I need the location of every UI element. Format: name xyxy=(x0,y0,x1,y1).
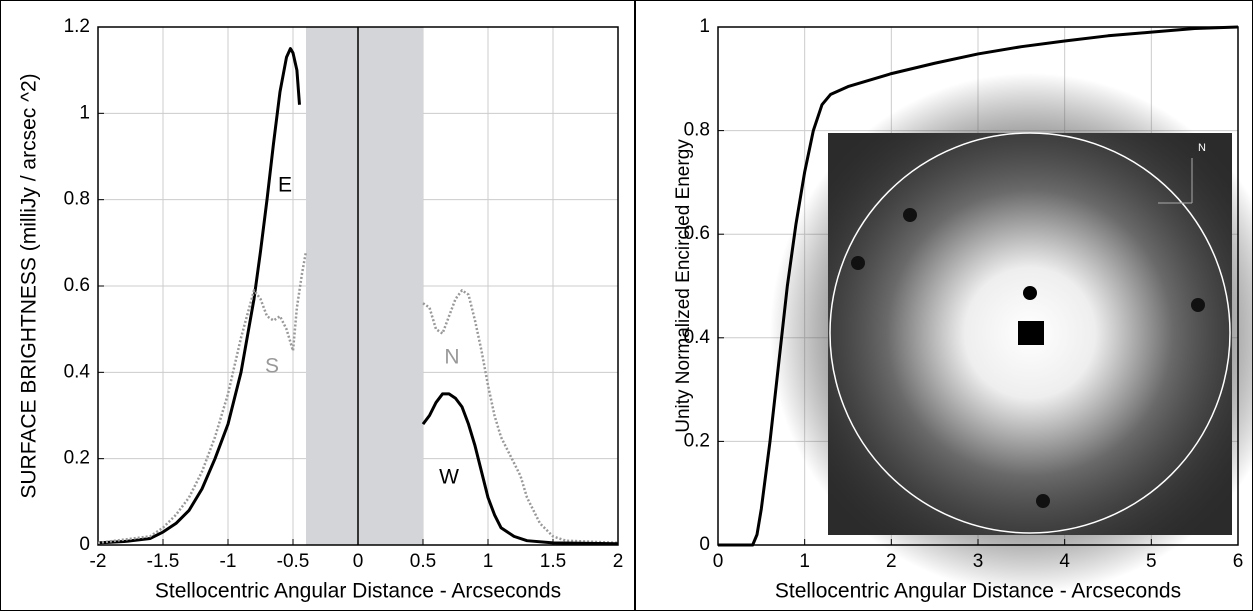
line-series xyxy=(97,47,301,545)
y-tick-label: 0 xyxy=(699,534,710,555)
series-label: E xyxy=(278,174,292,197)
x-tick-label: 3 xyxy=(973,551,984,572)
line-series xyxy=(422,289,619,545)
x-tick-label: 1 xyxy=(483,551,494,572)
x-tick-label: -1.5 xyxy=(147,551,180,572)
x-tick-label: 0.5 xyxy=(410,551,436,572)
series-label: S xyxy=(265,355,279,378)
x-axis-label: Stellocentric Angular Distance - Arcseco… xyxy=(775,580,1181,603)
x-tick-label: 1.5 xyxy=(540,551,566,572)
y-tick-label: 0.4 xyxy=(684,327,711,348)
y-tick-label: 0.6 xyxy=(64,275,90,296)
y-tick-label: 1 xyxy=(699,16,710,37)
x-tick-label: 1 xyxy=(799,551,810,572)
x-tick-label: 0 xyxy=(713,551,724,572)
x-tick-label: 6 xyxy=(1233,551,1244,572)
y-tick-label: 0.8 xyxy=(684,120,710,141)
x-tick-label: 2 xyxy=(613,551,624,572)
y-tick-label: 0.2 xyxy=(64,448,90,469)
y-axis-label: SURFACE BRIGHTNESS (milliJy / arcsec ^2) xyxy=(18,73,41,498)
y-tick-label: 0.4 xyxy=(64,361,91,382)
x-tick-label: 4 xyxy=(1059,551,1070,572)
inset-spot xyxy=(1036,494,1050,508)
y-tick-label: 1 xyxy=(79,102,90,123)
x-tick-label: -0.5 xyxy=(277,551,310,572)
shaded-region xyxy=(306,27,423,545)
y-tick-label: 0 xyxy=(79,534,90,555)
y-tick-label: 0.2 xyxy=(684,430,710,451)
inset-glow xyxy=(770,73,1253,593)
y-tick-label: 1.2 xyxy=(64,16,90,37)
x-tick-label: 5 xyxy=(1146,551,1157,572)
x-tick-label: 2 xyxy=(886,551,897,572)
x-tick-label: -2 xyxy=(90,551,107,572)
x-axis-label: Stellocentric Angular Distance - Arcseco… xyxy=(155,580,561,603)
series-label: W xyxy=(439,466,459,489)
inset-aperture xyxy=(829,132,1231,534)
inset-mask xyxy=(1018,321,1044,345)
line-series xyxy=(421,392,619,546)
inset-spot xyxy=(1023,286,1037,300)
series-label: N xyxy=(444,346,459,369)
x-tick-label: 0 xyxy=(353,551,364,572)
inset-spot xyxy=(851,256,865,270)
y-tick-label: 0.8 xyxy=(64,189,90,210)
inset-spot xyxy=(903,208,917,222)
line-series xyxy=(718,25,1239,547)
inset-label: N xyxy=(1198,142,1206,154)
inset-spot xyxy=(1191,298,1205,312)
x-tick-label: -1 xyxy=(220,551,237,572)
line-series xyxy=(97,251,308,545)
y-tick-label: 0.6 xyxy=(684,223,710,244)
y-axis-label: Unity Normalized Encircled Energy xyxy=(673,139,694,433)
